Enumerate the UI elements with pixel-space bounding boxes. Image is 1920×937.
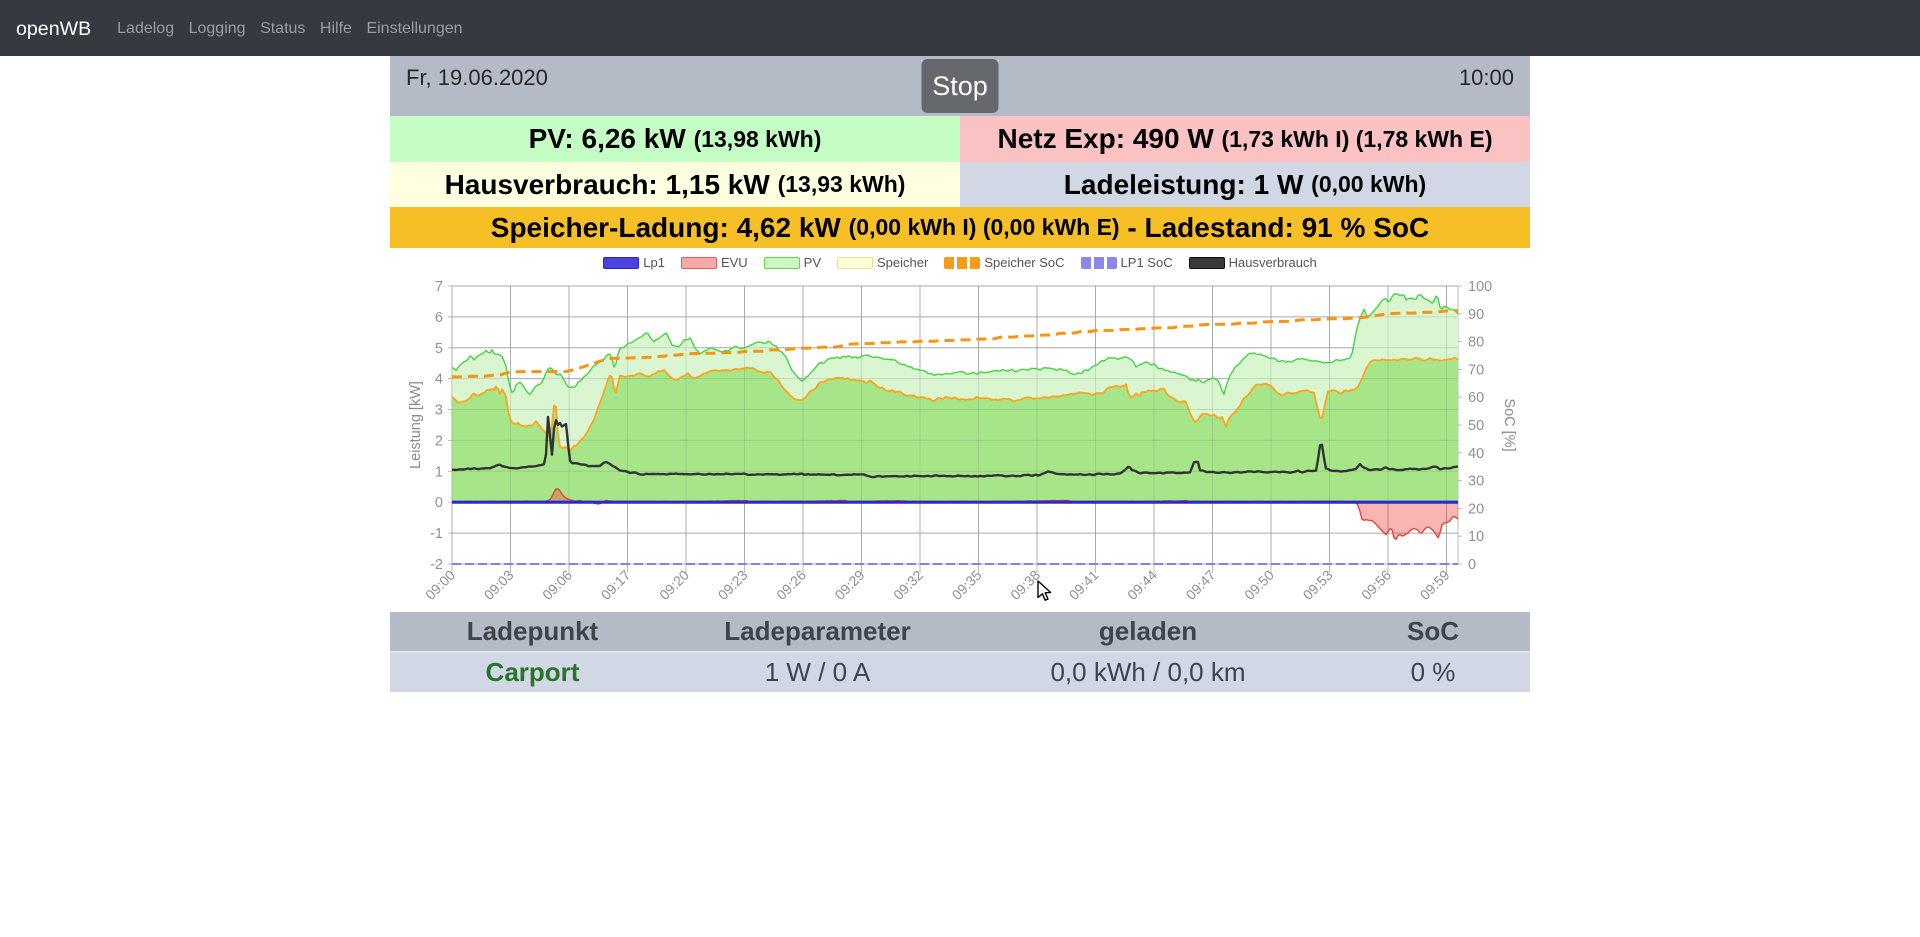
svg-text:2: 2 bbox=[435, 433, 443, 449]
svg-text:5: 5 bbox=[435, 341, 443, 357]
svg-text:60: 60 bbox=[1468, 390, 1484, 406]
svg-text:10: 10 bbox=[1468, 529, 1484, 545]
svg-text:09:29: 09:29 bbox=[832, 567, 868, 603]
svg-text:70: 70 bbox=[1468, 362, 1484, 378]
svg-text:09:26: 09:26 bbox=[773, 567, 809, 603]
svg-text:09:47: 09:47 bbox=[1183, 567, 1219, 603]
svg-text:SoC [%]: SoC [%] bbox=[1501, 398, 1517, 451]
svg-text:50: 50 bbox=[1468, 418, 1484, 434]
svg-text:Leistung [kW]: Leistung [kW] bbox=[408, 381, 424, 469]
svg-text:80: 80 bbox=[1468, 335, 1484, 351]
svg-text:40: 40 bbox=[1468, 446, 1484, 462]
svg-text:09:23: 09:23 bbox=[715, 567, 751, 603]
svg-text:100: 100 bbox=[1468, 279, 1492, 295]
svg-text:0: 0 bbox=[1468, 557, 1476, 573]
svg-text:09:50: 09:50 bbox=[1241, 567, 1277, 603]
svg-text:1: 1 bbox=[435, 464, 443, 480]
svg-text:09:03: 09:03 bbox=[481, 567, 517, 603]
svg-text:09:59: 09:59 bbox=[1417, 567, 1453, 603]
svg-text:09:56: 09:56 bbox=[1358, 567, 1394, 603]
svg-text:09:17: 09:17 bbox=[598, 567, 634, 603]
svg-text:09:53: 09:53 bbox=[1300, 567, 1336, 603]
svg-text:30: 30 bbox=[1468, 474, 1484, 490]
svg-text:09:44: 09:44 bbox=[1124, 567, 1160, 603]
svg-text:09:41: 09:41 bbox=[1066, 567, 1102, 603]
svg-text:3: 3 bbox=[435, 403, 443, 419]
svg-text:-2: -2 bbox=[430, 557, 443, 573]
svg-text:7: 7 bbox=[435, 279, 443, 295]
svg-text:09:32: 09:32 bbox=[890, 567, 926, 603]
svg-text:4: 4 bbox=[435, 372, 443, 388]
svg-text:90: 90 bbox=[1468, 307, 1484, 323]
svg-text:-1: -1 bbox=[430, 526, 443, 542]
svg-text:09:35: 09:35 bbox=[949, 567, 985, 603]
svg-text:09:20: 09:20 bbox=[656, 567, 692, 603]
svg-text:6: 6 bbox=[435, 310, 443, 326]
svg-text:09:06: 09:06 bbox=[539, 567, 575, 603]
svg-text:0: 0 bbox=[435, 495, 443, 511]
svg-text:09:00: 09:00 bbox=[422, 567, 458, 603]
svg-text:20: 20 bbox=[1468, 501, 1484, 517]
